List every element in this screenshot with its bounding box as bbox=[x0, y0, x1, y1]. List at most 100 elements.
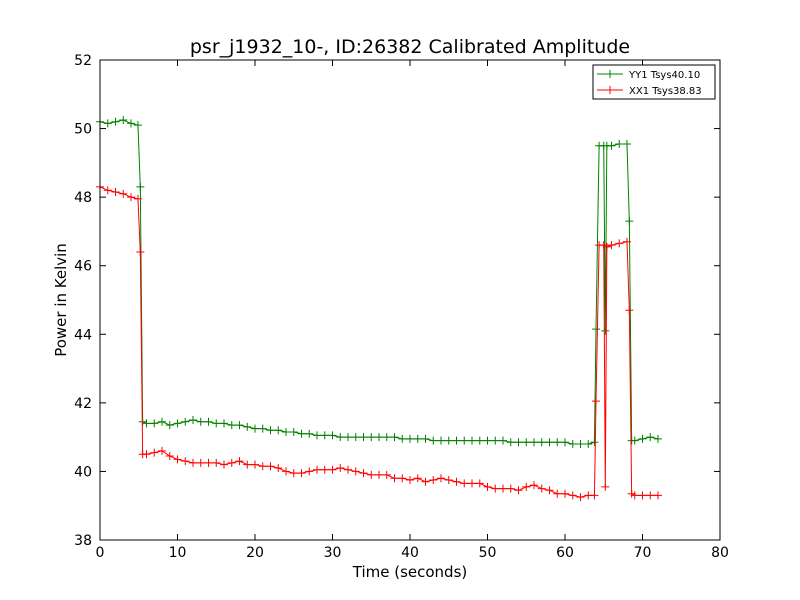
data-point-yy1 bbox=[320, 431, 329, 440]
data-point-yy1 bbox=[506, 438, 515, 447]
data-point-yy1 bbox=[475, 436, 484, 445]
data-point-yy1 bbox=[522, 438, 531, 447]
data-point-xx1 bbox=[452, 477, 461, 486]
data-point-xx1 bbox=[158, 446, 166, 455]
axis-layer: 0 10 20 30 40 50 60 70 80 38 40 42 44 46 48 50 52 bbox=[74, 53, 729, 561]
data-point-xx1 bbox=[625, 306, 634, 315]
data-point-yy1 bbox=[158, 417, 166, 426]
data-point-yy1 bbox=[437, 436, 445, 445]
data-point-xx1 bbox=[413, 474, 422, 483]
data-point-yy1 bbox=[359, 433, 368, 442]
data-point-yy1 bbox=[537, 438, 546, 447]
data-point-xx1 bbox=[220, 460, 228, 469]
x-tick-label: 10 bbox=[169, 545, 187, 561]
data-point-yy1 bbox=[266, 426, 275, 435]
data-point-yy1 bbox=[625, 217, 634, 226]
data-point-xx1 bbox=[173, 455, 182, 464]
data-point-xx1 bbox=[189, 458, 197, 467]
x-tick-label: 60 bbox=[556, 545, 574, 561]
data-point-xx1 bbox=[398, 474, 407, 483]
data-point-xx1 bbox=[545, 486, 554, 495]
data-point-yy1 bbox=[274, 426, 283, 435]
data-point-yy1 bbox=[375, 433, 383, 442]
data-point-yy1 bbox=[429, 436, 438, 445]
data-point-yy1 bbox=[150, 419, 159, 428]
data-point-xx1 bbox=[444, 476, 453, 484]
data-point-yy1 bbox=[289, 428, 298, 436]
data-point-yy1 bbox=[452, 436, 461, 445]
data-point-yy1 bbox=[103, 119, 112, 128]
data-point-xx1 bbox=[630, 491, 639, 500]
data-point-xx1 bbox=[336, 464, 345, 472]
data-point-xx1 bbox=[654, 491, 662, 500]
data-point-yy1 bbox=[142, 419, 151, 428]
data-point-xx1 bbox=[344, 465, 352, 474]
data-point-xx1 bbox=[483, 482, 492, 491]
y-tick-label: 44 bbox=[74, 327, 92, 343]
data-point-xx1 bbox=[592, 397, 600, 406]
data-point-xx1 bbox=[390, 474, 399, 483]
data-point-xx1 bbox=[258, 462, 267, 471]
data-point-yy1 bbox=[235, 421, 244, 430]
data-point-yy1 bbox=[413, 434, 422, 443]
data-point-xx1 bbox=[297, 469, 306, 478]
data-point-xx1 bbox=[429, 476, 438, 484]
data-point-yy1 bbox=[212, 419, 221, 428]
x-tick-label: 80 bbox=[711, 545, 729, 561]
data-point-xx1 bbox=[227, 458, 236, 467]
data-point-xx1 bbox=[212, 458, 221, 467]
y-tick-label: 48 bbox=[74, 190, 92, 206]
y-tick-label: 42 bbox=[74, 396, 92, 412]
data-point-xx1 bbox=[561, 489, 569, 498]
data-point-xx1 bbox=[274, 464, 283, 472]
data-point-xx1 bbox=[530, 481, 538, 490]
data-point-xx1 bbox=[282, 467, 290, 476]
data-point-xx1 bbox=[576, 493, 585, 502]
data-point-xx1 bbox=[181, 457, 190, 466]
data-point-xx1 bbox=[553, 489, 562, 498]
data-point-xx1 bbox=[514, 486, 523, 495]
data-point-xx1 bbox=[468, 479, 476, 488]
data-point-yy1 bbox=[305, 429, 314, 438]
data-point-yy1 bbox=[181, 417, 190, 426]
data-point-yy1 bbox=[646, 433, 655, 442]
data-point-xx1 bbox=[491, 484, 500, 493]
data-point-yy1 bbox=[243, 422, 252, 431]
series-markers-yy1 bbox=[96, 116, 662, 448]
y-axis-label: Power in Kelvin bbox=[52, 243, 70, 357]
data-point-xx1 bbox=[460, 479, 469, 488]
data-point-yy1 bbox=[204, 417, 213, 426]
data-point-xx1 bbox=[406, 476, 414, 484]
data-point-yy1 bbox=[251, 424, 259, 433]
data-point-yy1 bbox=[119, 116, 128, 124]
data-point-yy1 bbox=[328, 431, 337, 440]
data-point-xx1 bbox=[646, 491, 655, 500]
data-point-xx1 bbox=[607, 241, 616, 250]
data-point-yy1 bbox=[530, 438, 538, 447]
legend-box bbox=[592, 64, 716, 100]
data-point-yy1 bbox=[553, 438, 562, 447]
data-point-xx1 bbox=[133, 194, 142, 203]
data-point-yy1 bbox=[630, 436, 639, 445]
legend-label-yy1: YY1 Tsys40.10 bbox=[628, 70, 700, 81]
data-point-xx1 bbox=[196, 458, 205, 467]
y-tick-label: 46 bbox=[74, 259, 92, 275]
y-tick-label: 50 bbox=[74, 122, 92, 138]
data-point-xx1 bbox=[305, 467, 314, 476]
data-point-xx1 bbox=[537, 484, 546, 493]
data-point-yy1 bbox=[258, 424, 267, 433]
legend: YY1 Tsys40.10 XX1 Tsys38.83 bbox=[592, 64, 716, 100]
data-point-yy1 bbox=[561, 438, 569, 447]
legend-label-xx1: XX1 Tsys38.83 bbox=[629, 86, 702, 97]
data-point-yy1 bbox=[136, 182, 145, 191]
x-tick-label: 30 bbox=[324, 545, 342, 561]
data-point-xx1 bbox=[375, 470, 383, 479]
data-point-xx1 bbox=[127, 193, 135, 202]
data-point-xx1 bbox=[204, 458, 213, 467]
data-point-yy1 bbox=[313, 431, 321, 440]
data-point-yy1 bbox=[336, 433, 345, 442]
data-point-xx1 bbox=[499, 484, 507, 493]
data-point-xx1 bbox=[243, 460, 252, 469]
data-point-xx1 bbox=[320, 465, 329, 474]
